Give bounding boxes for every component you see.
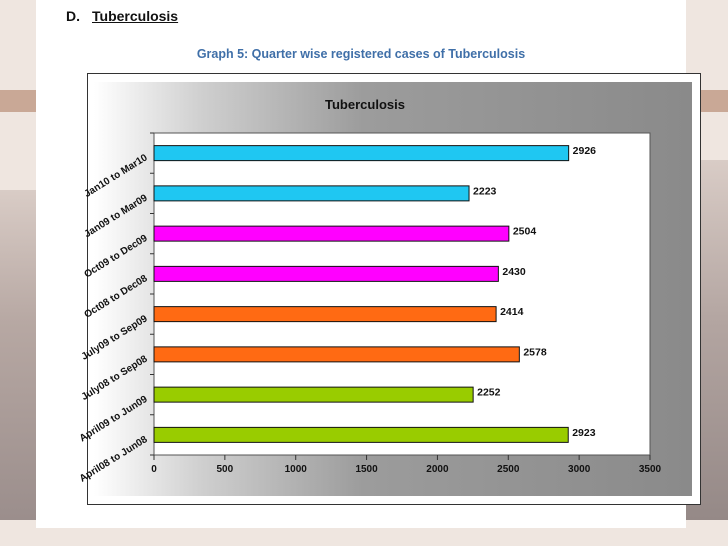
section-heading: D. Tuberculosis — [66, 8, 178, 24]
category-label: Jan09 to Mar09 — [82, 192, 149, 240]
data-label: 2252 — [477, 387, 501, 399]
data-label: 2578 — [523, 346, 547, 358]
data-label: 2926 — [573, 145, 597, 157]
plot-area — [153, 132, 651, 456]
x-tick-label: 0 — [151, 464, 157, 475]
x-tick-label: 2500 — [497, 464, 520, 475]
bar — [153, 185, 470, 202]
background-skyline-left — [0, 190, 36, 520]
x-tick-label: 500 — [217, 464, 234, 475]
data-label: 2923 — [572, 427, 596, 439]
bar — [153, 306, 497, 323]
category-label: April08 to Jun08 — [78, 434, 150, 485]
section-letter: D. — [66, 8, 80, 24]
bar — [153, 426, 569, 443]
category-label: Oct08 to Dec08 — [82, 273, 149, 321]
category-label: Oct09 to Dec09 — [82, 233, 149, 281]
x-tick-label: 3000 — [568, 464, 591, 475]
background-band-left — [0, 90, 36, 112]
bar — [153, 386, 474, 403]
bar — [153, 265, 499, 282]
bar — [153, 346, 520, 363]
x-tick-label: 2000 — [426, 464, 449, 475]
data-label: 2223 — [473, 185, 497, 197]
x-tick-label: 1500 — [355, 464, 378, 475]
x-tick-label: 1000 — [285, 464, 308, 475]
bar — [153, 145, 570, 162]
category-label: Jan10 to Mar10 — [82, 152, 149, 200]
bar — [153, 225, 510, 242]
x-tick-label: 3500 — [639, 464, 662, 475]
data-label: 2504 — [513, 226, 537, 238]
chart-title: Tuberculosis — [325, 97, 405, 112]
data-label: 2414 — [500, 306, 524, 318]
graph-caption: Graph 5: Quarter wise registered cases o… — [196, 47, 526, 61]
data-label: 2430 — [502, 266, 526, 278]
section-title: Tuberculosis — [92, 8, 179, 24]
